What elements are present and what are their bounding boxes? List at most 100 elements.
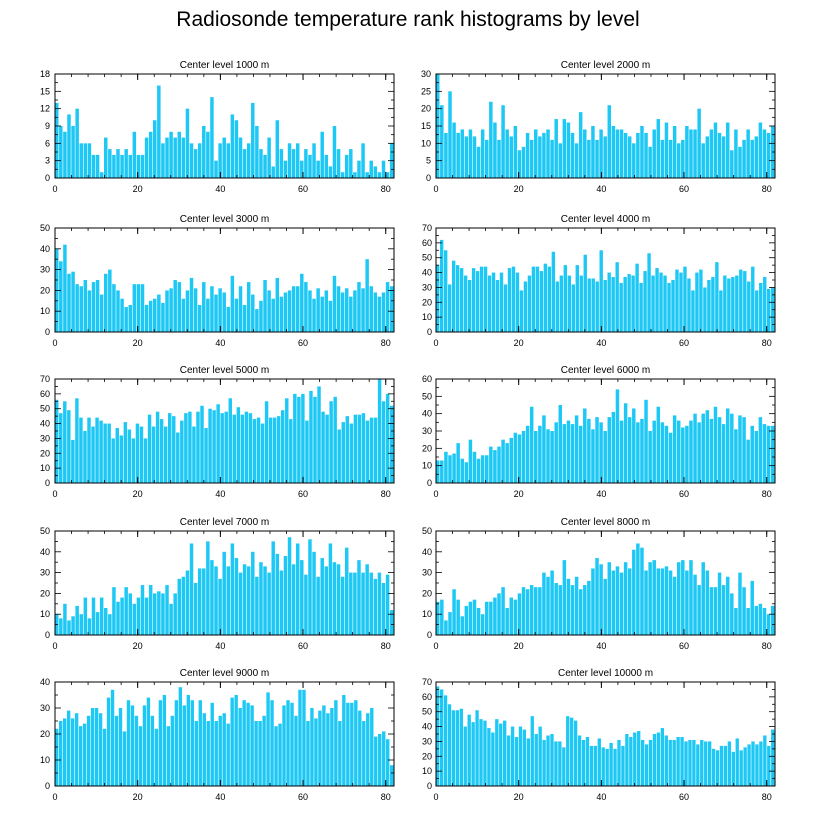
histogram-bar	[353, 572, 357, 635]
histogram-bar	[758, 603, 763, 635]
histogram-bar	[483, 266, 488, 332]
histogram-bar	[472, 136, 477, 178]
histogram-bar	[294, 715, 298, 786]
y-tick-label: 50	[40, 223, 50, 233]
histogram-bar	[440, 599, 444, 635]
histogram-bar	[475, 710, 479, 786]
histogram-bar	[731, 277, 735, 332]
histogram-bar	[705, 410, 710, 483]
histogram-bar	[656, 568, 661, 635]
histogram-bar	[130, 705, 135, 786]
histogram-bar	[542, 132, 546, 178]
histogram-bar	[525, 589, 530, 635]
histogram-bar	[491, 272, 496, 332]
histogram-bar	[505, 129, 509, 178]
histogram-bar	[218, 288, 222, 332]
histogram-bar	[63, 603, 67, 635]
histogram-bar	[259, 300, 263, 332]
histogram-bar	[713, 587, 718, 635]
histogram-bar	[705, 136, 710, 178]
x-tick-label: 20	[133, 338, 143, 348]
histogram-bar	[754, 431, 759, 483]
histogram-bar	[464, 462, 469, 483]
histogram-bar	[738, 146, 742, 178]
histogram-bar	[202, 126, 206, 178]
histogram-bar	[202, 568, 206, 635]
panel-10: Center level 10000 m 0 20 40 60 80 0 10 20 30 40 50…	[422, 668, 776, 802]
y-tick-label: 5	[426, 156, 431, 166]
histogram-bar	[131, 438, 136, 483]
histogram-bar	[603, 578, 607, 635]
histogram-bar	[593, 745, 598, 786]
histogram-bar	[188, 411, 192, 483]
histogram-bar	[318, 710, 322, 786]
histogram-bar	[99, 420, 103, 483]
histogram-bar	[59, 126, 63, 178]
histogram-bar	[652, 734, 657, 786]
histogram-bar	[99, 597, 104, 635]
histogram-bar	[283, 555, 288, 635]
histogram-bar	[738, 415, 742, 483]
histogram-bar	[312, 143, 316, 178]
histogram-bar	[333, 396, 337, 483]
histogram-bar	[703, 287, 707, 332]
histogram-bar	[189, 543, 194, 635]
histogram-bar	[652, 129, 656, 178]
histogram-bar	[451, 710, 456, 786]
histogram-bar	[75, 398, 79, 483]
histogram-bar	[510, 726, 515, 786]
histogram-bar	[246, 566, 251, 635]
histogram-bar	[127, 429, 132, 483]
histogram-bar	[300, 160, 304, 178]
histogram-bar	[554, 583, 558, 635]
histogram-bar	[267, 572, 271, 635]
histogram-bar	[743, 747, 747, 786]
histogram-bar	[460, 458, 464, 483]
histogram-bar	[651, 275, 655, 332]
histogram-bar	[455, 710, 460, 786]
histogram-bar	[334, 700, 338, 786]
histogram-bar	[578, 425, 583, 483]
histogram-bar	[609, 742, 613, 786]
histogram-bar	[283, 160, 288, 178]
x-tick-label: 20	[133, 792, 143, 802]
histogram-bar	[345, 416, 350, 483]
histogram-bar	[290, 702, 294, 786]
histogram-bar	[689, 560, 693, 635]
histogram-bar	[697, 585, 701, 635]
histogram-bar	[468, 439, 473, 483]
histogram-bar	[342, 695, 346, 786]
panel-5: Center level 5000 m 0 20 40 60 80 0 10 20 30 40 50 6…	[40, 365, 395, 499]
histogram-bar	[246, 282, 251, 332]
histogram-bar	[447, 284, 452, 332]
histogram-bar	[717, 132, 722, 178]
histogram-bar	[611, 411, 616, 483]
histogram-bar	[161, 143, 165, 178]
histogram-bar	[67, 114, 71, 178]
histogram-bar	[377, 379, 382, 483]
histogram-bar	[770, 425, 775, 483]
histogram-bar	[664, 122, 669, 178]
histogram-bar	[436, 265, 440, 332]
histogram-bar	[648, 739, 653, 786]
histogram-bar	[256, 417, 261, 483]
y-tick-label: 10	[40, 306, 50, 316]
histogram-bar	[91, 426, 95, 483]
panel-7: Center level 7000 m 0 20 40 60 80 0 10 20 30 40 50	[40, 517, 395, 651]
histogram-bar	[562, 747, 566, 786]
histogram-bar	[369, 286, 373, 332]
histogram-bar	[766, 132, 771, 178]
histogram-bar	[750, 580, 754, 635]
x-tick-label: 20	[514, 489, 524, 499]
histogram-bar	[681, 139, 685, 178]
histogram-bar	[467, 280, 472, 332]
histogram-bar	[526, 738, 530, 786]
histogram-bar	[87, 143, 92, 178]
histogram-bar	[566, 716, 570, 786]
histogram-bar	[238, 572, 243, 635]
histogram-bar	[71, 271, 75, 332]
histogram-bar	[62, 718, 67, 786]
histogram-bar	[361, 413, 366, 483]
x-tick-label: 20	[133, 489, 143, 499]
histogram-bar	[701, 413, 705, 483]
